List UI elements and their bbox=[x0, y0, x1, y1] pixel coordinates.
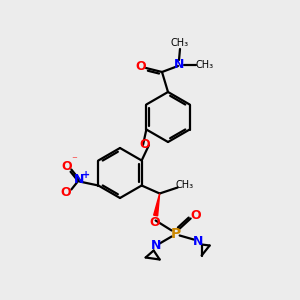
Text: N: N bbox=[151, 239, 161, 252]
Text: O: O bbox=[190, 209, 201, 222]
Text: N: N bbox=[74, 173, 85, 186]
Polygon shape bbox=[154, 194, 160, 216]
Text: O: O bbox=[140, 139, 150, 152]
Text: O: O bbox=[149, 216, 160, 229]
Text: ⁻: ⁻ bbox=[71, 155, 77, 166]
Text: CH₃: CH₃ bbox=[171, 38, 189, 48]
Text: O: O bbox=[136, 61, 146, 74]
Text: +: + bbox=[82, 169, 90, 179]
Text: N: N bbox=[193, 235, 203, 248]
Text: O: O bbox=[60, 186, 71, 199]
Text: CH₃: CH₃ bbox=[196, 60, 214, 70]
Text: O: O bbox=[61, 160, 72, 173]
Text: CH₃: CH₃ bbox=[176, 181, 194, 190]
Text: P: P bbox=[170, 226, 181, 241]
Text: N: N bbox=[174, 58, 184, 71]
